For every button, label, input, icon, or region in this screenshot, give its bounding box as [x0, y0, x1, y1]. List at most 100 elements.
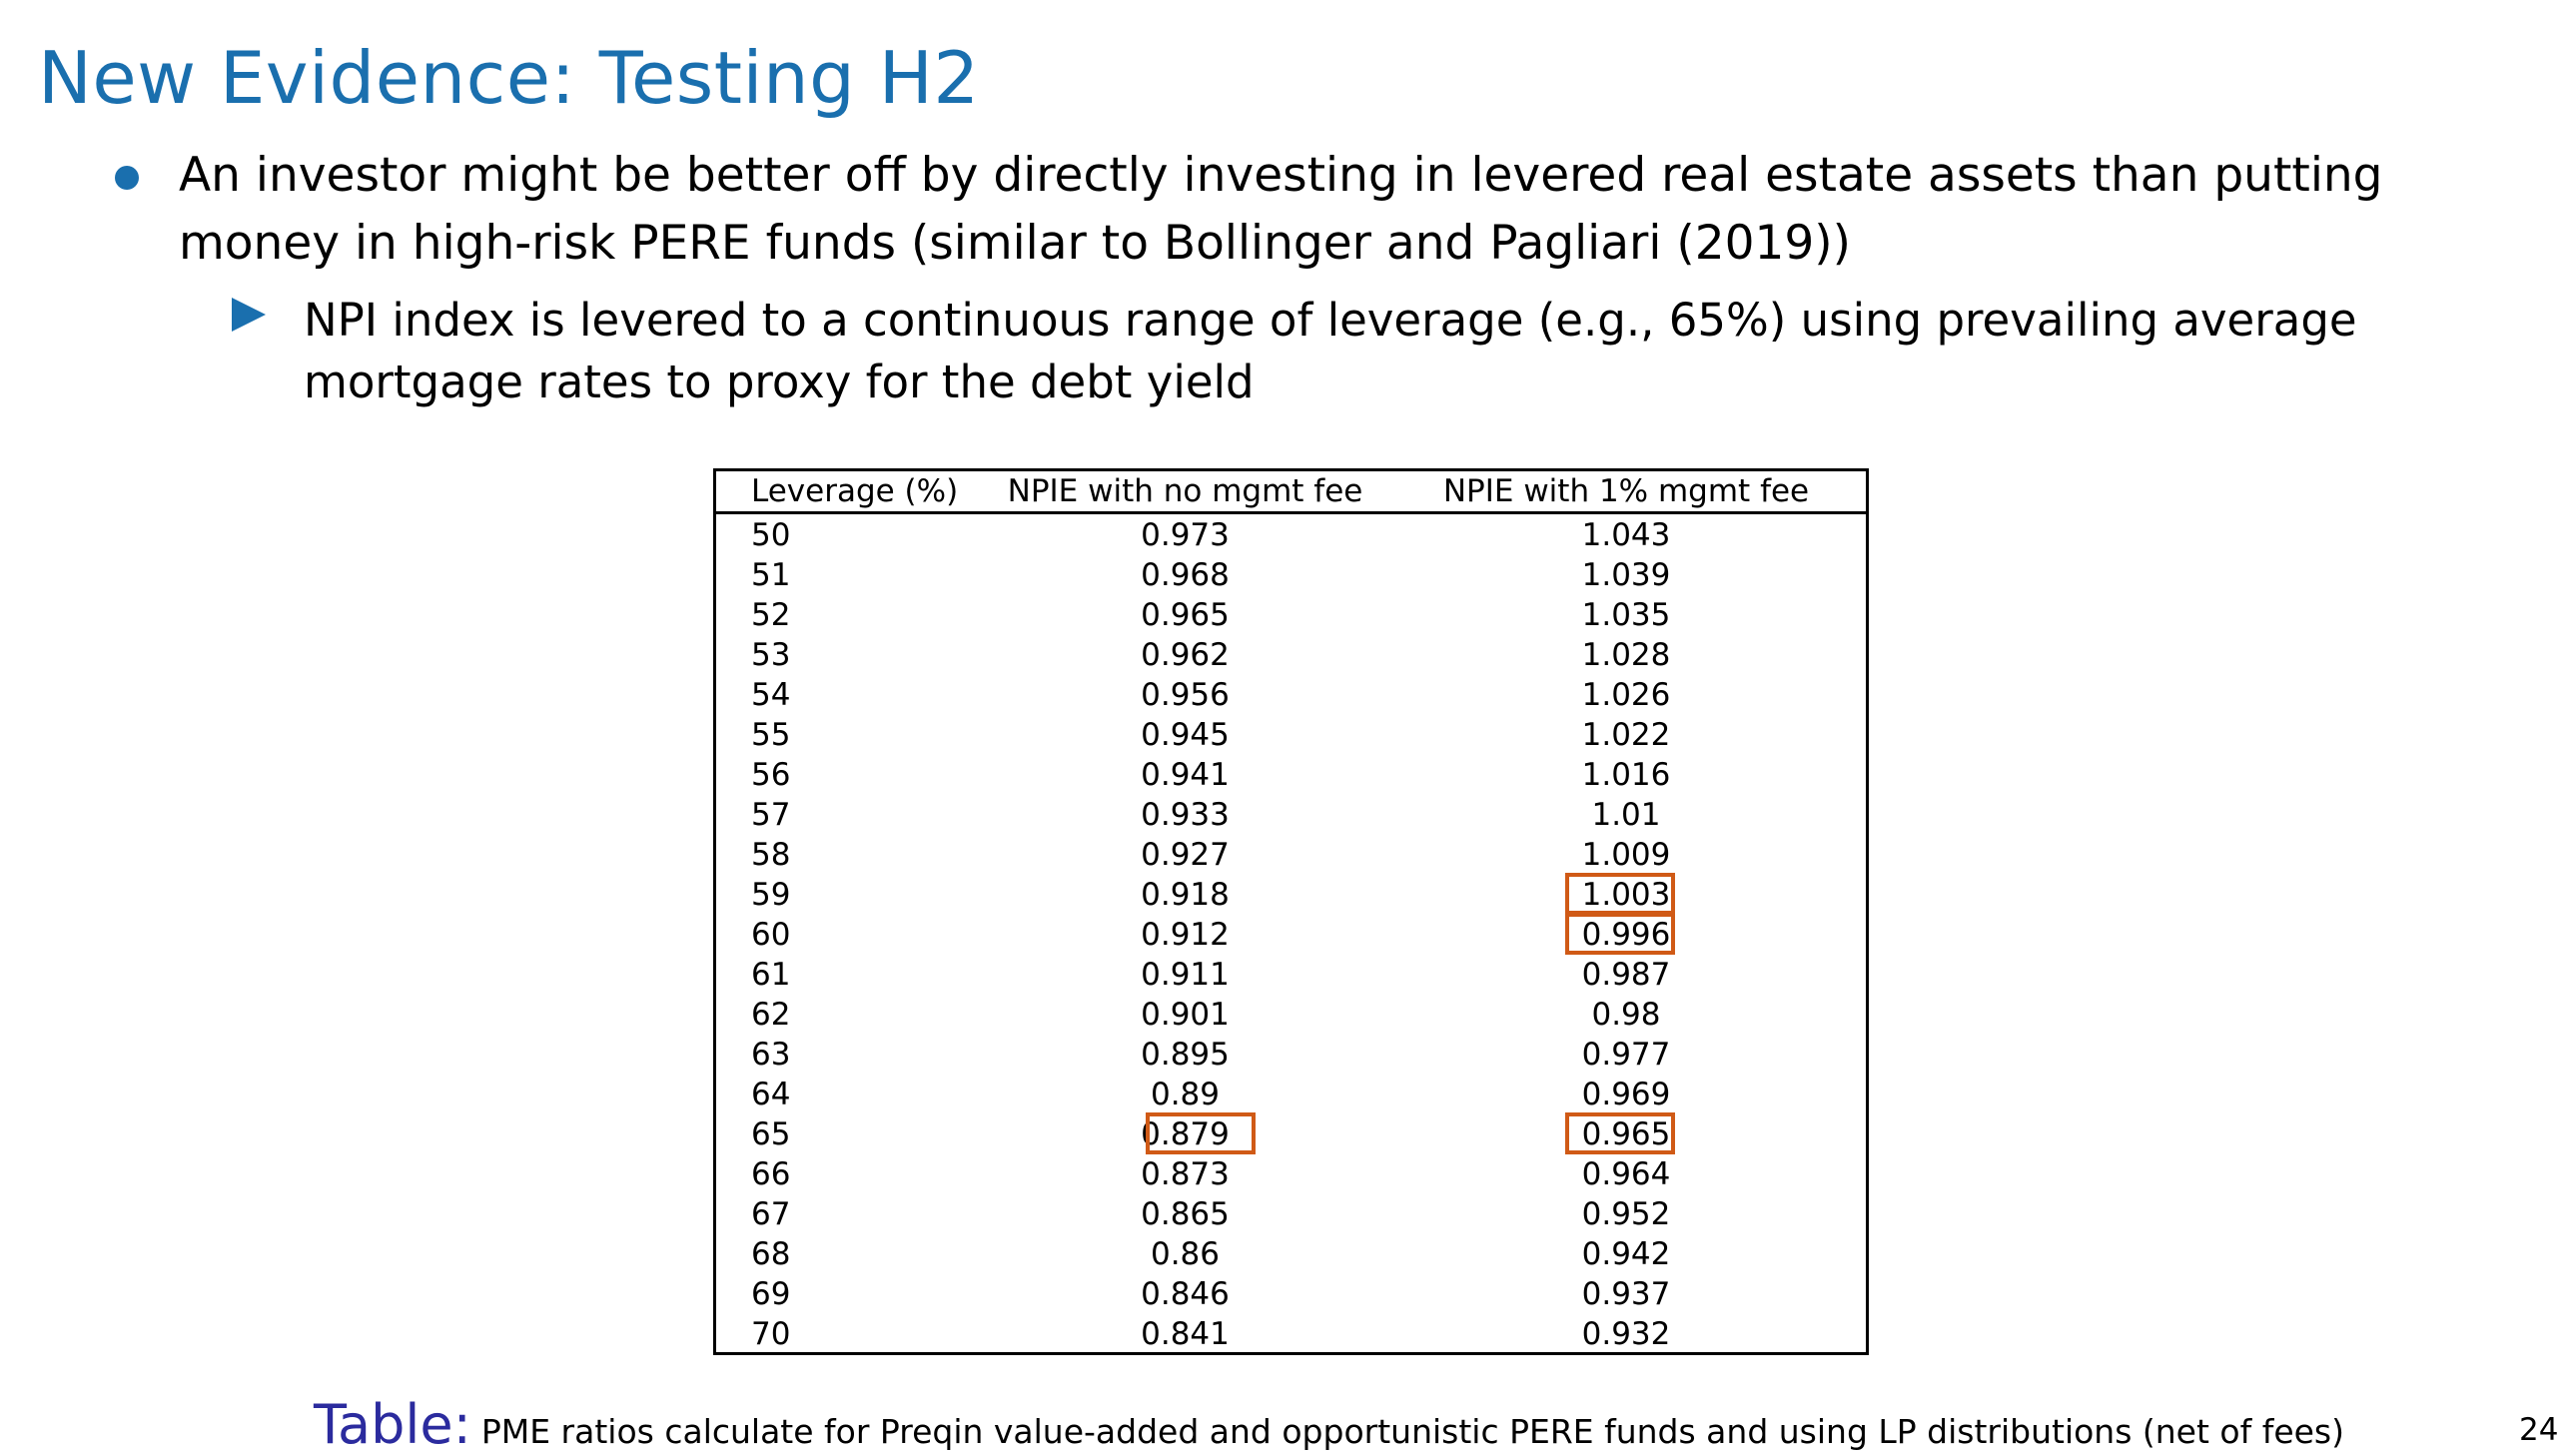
cell-leverage: 70 [751, 1316, 791, 1352]
cell-leverage: 50 [751, 517, 791, 553]
cell-one-pct-fee: 0.977 [1581, 1037, 1671, 1073]
table-caption: Table: PME ratios calculate for Preqin va… [314, 1393, 2344, 1456]
table-row: 52 0.965 1.035 [716, 595, 1866, 635]
cell-no-fee: 0.879 [1141, 1116, 1230, 1152]
cell-leverage: 63 [751, 1037, 791, 1073]
highlight-box [1565, 913, 1675, 955]
cell-one-pct-fee: 1.035 [1581, 597, 1671, 633]
cell-one-pct-fee: 1.009 [1581, 837, 1671, 873]
cell-no-fee: 0.86 [1150, 1236, 1221, 1272]
cell-no-fee: 0.912 [1141, 917, 1230, 953]
cell-leverage: 69 [751, 1276, 791, 1312]
cell-one-pct-fee: 1.016 [1581, 757, 1671, 793]
cell-one-pct-fee: 0.987 [1581, 957, 1671, 993]
bullet-level1-text: An investor might be better off by direc… [179, 148, 2383, 271]
cell-one-pct-fee: 0.98 [1591, 997, 1661, 1033]
cell-leverage: 51 [751, 557, 791, 593]
header-one-pct-fee: NPIE with 1% mgmt fee [1442, 473, 1810, 509]
cell-leverage: 62 [751, 997, 791, 1033]
cell-leverage: 66 [751, 1156, 791, 1192]
cell-one-pct-fee: 0.964 [1581, 1156, 1671, 1192]
cell-no-fee: 0.841 [1141, 1316, 1230, 1352]
cell-no-fee: 0.941 [1141, 757, 1230, 793]
bullet-dot-icon [115, 166, 139, 190]
cell-one-pct-fee: 1.039 [1581, 557, 1671, 593]
highlight-box [1565, 873, 1675, 915]
cell-leverage: 68 [751, 1236, 791, 1272]
header-leverage: Leverage (%) [751, 473, 959, 509]
bullet-level2-text: NPI index is levered to a continuous ran… [304, 294, 2357, 408]
table-row: 59 0.918 1.003 [716, 873, 1866, 915]
cell-one-pct-fee: 1.043 [1581, 517, 1671, 553]
cell-one-pct-fee: 0.996 [1581, 917, 1671, 953]
table-row: 66 0.873 0.964 [716, 1154, 1866, 1194]
cell-one-pct-fee: 1.003 [1581, 877, 1671, 913]
table-row: 55 0.945 1.022 [716, 715, 1866, 755]
cell-one-pct-fee: 0.965 [1581, 1116, 1671, 1152]
page-number: 24 [2519, 1412, 2559, 1448]
cell-no-fee: 0.911 [1141, 957, 1230, 993]
cell-one-pct-fee: 1.028 [1581, 637, 1671, 673]
pme-table: Leverage (%) NPIE with no mgmt fee NPIE … [713, 468, 1869, 1355]
table-row: 53 0.962 1.028 [716, 635, 1866, 675]
cell-leverage: 64 [751, 1077, 791, 1112]
cell-leverage: 67 [751, 1196, 791, 1232]
table-row: 58 0.927 1.009 [716, 835, 1866, 875]
table-row: 70 0.841 0.932 [716, 1314, 1866, 1354]
cell-one-pct-fee: 1.026 [1581, 677, 1671, 713]
cell-one-pct-fee: 1.022 [1581, 717, 1671, 753]
cell-no-fee: 0.965 [1141, 597, 1230, 633]
cell-no-fee: 0.901 [1141, 997, 1230, 1033]
cell-leverage: 53 [751, 637, 791, 673]
cell-leverage: 58 [751, 837, 791, 873]
table-row: 51 0.968 1.039 [716, 555, 1866, 595]
cell-no-fee: 0.865 [1141, 1196, 1230, 1232]
cell-one-pct-fee: 1.01 [1591, 797, 1661, 833]
cell-leverage: 61 [751, 957, 791, 993]
cell-no-fee: 0.962 [1141, 637, 1230, 673]
table-row: 57 0.933 1.01 [716, 795, 1866, 835]
cell-leverage: 56 [751, 757, 791, 793]
cell-leverage: 54 [751, 677, 791, 713]
header-no-fee: NPIE with no mgmt fee [1007, 473, 1363, 509]
table-row: 67 0.865 0.952 [716, 1194, 1866, 1234]
slide-title: New Evidence: Testing H2 [38, 36, 980, 120]
cell-no-fee: 0.895 [1141, 1037, 1230, 1073]
caption-label: Table: [314, 1393, 471, 1456]
cell-one-pct-fee: 0.937 [1581, 1276, 1671, 1312]
cell-leverage: 60 [751, 917, 791, 953]
table-row: 68 0.86 0.942 [716, 1234, 1866, 1274]
highlight-box [1146, 1112, 1256, 1154]
cell-no-fee: 0.927 [1141, 837, 1230, 873]
cell-no-fee: 0.945 [1141, 717, 1230, 753]
table-row: 60 0.912 0.996 [716, 913, 1866, 955]
cell-no-fee: 0.956 [1141, 677, 1230, 713]
table-row: 50 0.973 1.043 [716, 515, 1866, 555]
cell-leverage: 52 [751, 597, 791, 633]
cell-leverage: 65 [751, 1116, 791, 1152]
table-row: 56 0.941 1.016 [716, 755, 1866, 795]
cell-one-pct-fee: 0.969 [1581, 1077, 1671, 1112]
cell-leverage: 55 [751, 717, 791, 753]
cell-no-fee: 0.968 [1141, 557, 1230, 593]
highlight-box [1565, 1112, 1675, 1154]
cell-no-fee: 0.846 [1141, 1276, 1230, 1312]
table-row: 62 0.901 0.98 [716, 995, 1866, 1035]
table-row: 65 0.879 0.965 [716, 1112, 1866, 1154]
cell-one-pct-fee: 0.942 [1581, 1236, 1671, 1272]
cell-no-fee: 0.973 [1141, 517, 1230, 553]
cell-leverage: 57 [751, 797, 791, 833]
table-row: 61 0.911 0.987 [716, 955, 1866, 995]
table-row: 54 0.956 1.026 [716, 675, 1866, 715]
cell-no-fee: 0.89 [1150, 1077, 1221, 1112]
cell-leverage: 59 [751, 877, 791, 913]
table-row: 69 0.846 0.937 [716, 1274, 1866, 1314]
bullet-triangle-icon [232, 298, 266, 332]
cell-no-fee: 0.873 [1141, 1156, 1230, 1192]
cell-no-fee: 0.918 [1141, 877, 1230, 913]
caption-text: PME ratios calculate for Preqin value-ad… [480, 1412, 2345, 1451]
cell-one-pct-fee: 0.952 [1581, 1196, 1671, 1232]
table-header: Leverage (%) NPIE with no mgmt fee NPIE … [716, 471, 1866, 514]
table-row: 64 0.89 0.969 [716, 1075, 1866, 1114]
table-row: 63 0.895 0.977 [716, 1035, 1866, 1075]
